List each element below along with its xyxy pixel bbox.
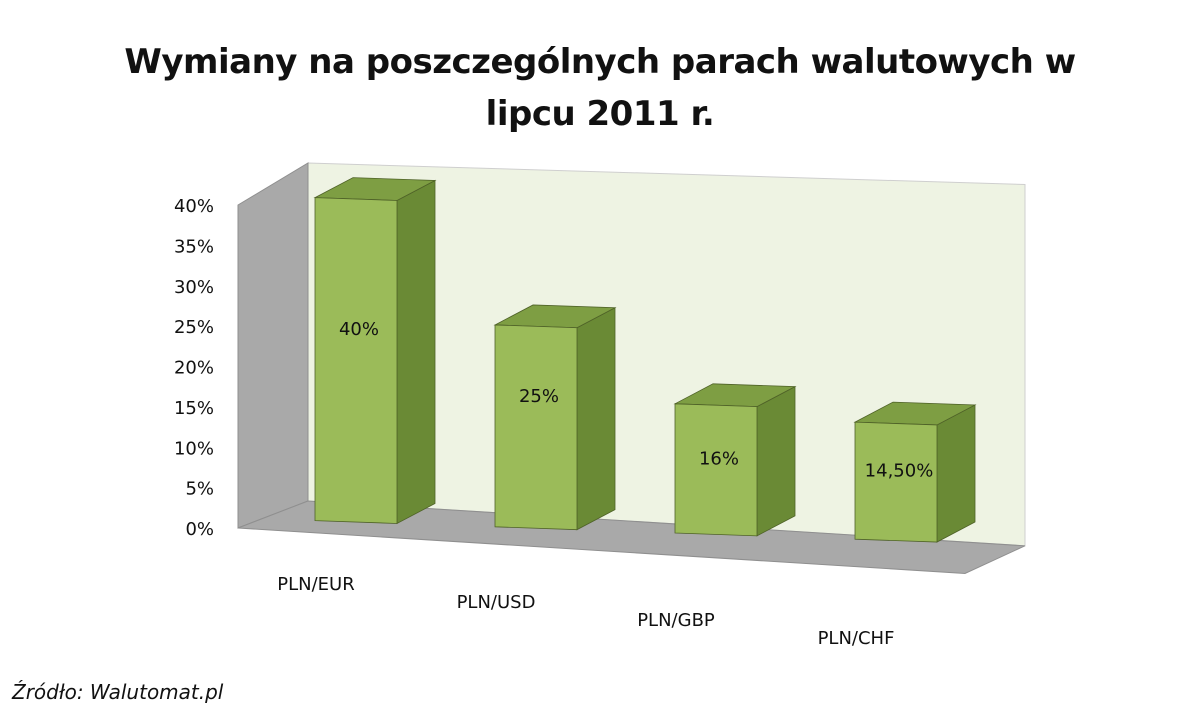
y-tick-label: 30% bbox=[174, 277, 214, 298]
x-axis: PLN/EUR PLN/USD PLN/GBP PLN/CHF bbox=[277, 574, 894, 649]
data-label: 25% bbox=[519, 386, 559, 407]
x-category-label: PLN/EUR bbox=[277, 574, 354, 595]
bar-front bbox=[674, 403, 758, 537]
data-label: 40% bbox=[339, 319, 379, 340]
bar-pln-chf: 14,50% bbox=[853, 401, 977, 543]
bar-front bbox=[494, 324, 578, 531]
y-tick-label: 15% bbox=[174, 398, 214, 419]
y-tick-label: 25% bbox=[174, 317, 214, 338]
y-tick-label: 20% bbox=[174, 358, 214, 379]
y-tick-label: 0% bbox=[185, 519, 214, 540]
bar-pln-eur: 40% bbox=[313, 177, 437, 525]
bar-pln-gbp: 16% bbox=[673, 383, 797, 537]
y-tick-label: 5% bbox=[185, 479, 214, 500]
chart-walls bbox=[237, 162, 1026, 574]
y-tick-label: 35% bbox=[174, 236, 214, 257]
y-tick-label: 10% bbox=[174, 438, 214, 459]
chart-title: Wymiany na poszczególnych parach walutow… bbox=[124, 42, 1076, 134]
bar-side bbox=[936, 404, 976, 543]
bar-side bbox=[756, 385, 796, 537]
y-axis: 0% 5% 10% 15% 20% 25% 30% 35% 40% bbox=[174, 196, 214, 540]
side-wall bbox=[237, 162, 309, 529]
y-tick-label: 40% bbox=[174, 196, 214, 217]
bar-front bbox=[314, 197, 398, 524]
data-label: 16% bbox=[699, 448, 739, 469]
bar-pln-usd: 25% bbox=[493, 304, 617, 531]
x-category-label: PLN/USD bbox=[457, 592, 536, 613]
bar-front bbox=[854, 421, 938, 543]
x-category-label: PLN/GBP bbox=[637, 610, 715, 631]
bar-side bbox=[396, 179, 436, 525]
data-label: 14,50% bbox=[865, 461, 934, 482]
bar-side bbox=[576, 307, 616, 531]
x-category-label: PLN/CHF bbox=[818, 628, 895, 649]
source-note: Źródło: Walutomat.pl bbox=[12, 680, 224, 704]
floor bbox=[237, 500, 1026, 574]
bars: 40% 25% 16% 14,50% bbox=[313, 177, 977, 543]
